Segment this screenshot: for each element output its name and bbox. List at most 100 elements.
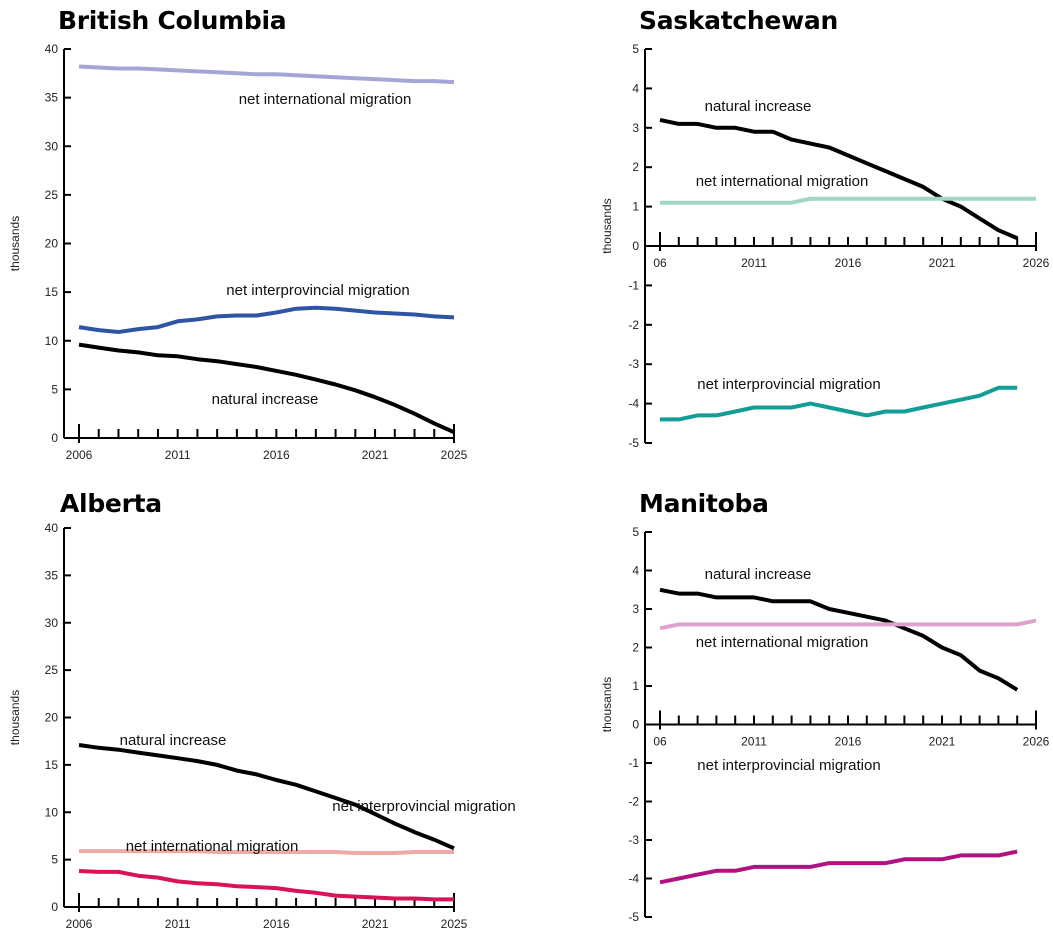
x-tick-label: 2016: [263, 448, 290, 462]
series-label-natural-increase: natural increase: [212, 391, 319, 408]
series-line-net-interprovincial-migration: [659, 849, 1018, 885]
y-tick-label: 15: [45, 758, 59, 772]
y-tick-label: -3: [628, 357, 639, 371]
y-tick-label: 40: [45, 42, 59, 56]
series-label-net-interprovincial-migration: net interprovincial migration: [332, 798, 515, 815]
x-tick-label: 2011: [165, 917, 191, 931]
x-tick-label: 2016: [835, 256, 862, 270]
x-tick-label: 2025: [441, 917, 468, 931]
chart-panel-british-columbia: British Columbia 0 5 10 15 20 25 30 35 40 thousan…: [0, 0, 526, 475]
y-tick-label: 30: [45, 616, 59, 630]
y-tick-label: 2: [632, 160, 639, 174]
y-tick-label: 4: [632, 81, 639, 95]
x-tick-label: 2011: [741, 735, 767, 749]
y-tick-label: 2: [632, 641, 639, 655]
series-line-net-international-migration: [659, 618, 1037, 631]
y-tick-label: -4: [628, 872, 639, 886]
y-axis-label: thousands: [8, 690, 22, 745]
y-tick-label: 35: [45, 91, 59, 105]
y-tick-label: 0: [51, 900, 58, 914]
x-tick-label: 2016: [263, 917, 290, 931]
series-label-net-international-migration: net international migration: [696, 634, 869, 651]
series-line-net-international-migration: [78, 64, 455, 85]
y-tick-label: 35: [45, 568, 59, 582]
y-tick-label: 30: [45, 139, 59, 153]
y-tick-label: 1: [632, 200, 639, 214]
series-line-net-international-migration: [660, 196, 1036, 205]
y-tick-label: -5: [628, 910, 639, 924]
series-line-net-interprovincial-migration: [78, 869, 454, 902]
y-tick-label: 5: [632, 42, 639, 56]
series-label-net-international-migration: net international migration: [126, 838, 299, 855]
series-label-natural-increase: natural increase: [705, 98, 812, 115]
y-tick-label: 3: [632, 121, 639, 135]
series-label-net-interprovincial-migration: net interprovincial migration: [697, 757, 880, 774]
y-tick-label: -5: [628, 436, 639, 450]
y-tick-label: 15: [45, 285, 59, 299]
x-tick-label: 2021: [929, 256, 956, 270]
y-tick-label: 10: [45, 334, 59, 348]
series-label-net-international-migration: net international migration: [239, 91, 412, 108]
y-axis-label: thousands: [600, 677, 614, 732]
chart-svg: -5 -4 -3 -2 -1 0 1 2 3 4 5 thousands 06 2011 2016 2021 2…: [600, 525, 1050, 924]
x-tick-label: 2006: [66, 917, 93, 931]
x-tick-label: 2011: [741, 256, 767, 270]
chart-title: British Columbia: [58, 6, 287, 35]
chart-panel-saskatchewan: Saskatchewan -5 -4 -3 -2 -1 0 1 2 3 4 5 thousands 06…: [526, 0, 1053, 475]
chart-title: Manitoba: [639, 489, 769, 518]
y-tick-label: 25: [45, 188, 59, 202]
chart-panel-alberta: Alberta 0 5 10 15 20 25 30 35 40 thousands 2006 201…: [0, 475, 526, 950]
x-tick-label: 2016: [835, 735, 862, 749]
x-tick-label: 2026: [1023, 256, 1050, 270]
y-tick-label: 40: [45, 521, 59, 535]
chart-panel-manitoba: Manitoba -5 -4 -3 -2 -1 0 1 2 3 4 5 thousands 06 2011…: [526, 475, 1053, 950]
series-line-natural-increase: [659, 117, 1018, 240]
series-label-natural-increase: natural increase: [705, 566, 812, 583]
y-tick-label: 1: [632, 679, 639, 693]
y-tick-label: -2: [628, 795, 639, 809]
y-tick-label: 10: [45, 805, 59, 819]
y-tick-label: -2: [628, 318, 639, 332]
y-tick-label: -4: [628, 397, 639, 411]
chart-title: Saskatchewan: [639, 6, 838, 35]
y-tick-label: -3: [628, 833, 639, 847]
y-axis-label: thousands: [8, 216, 22, 271]
series-line-net-international-migration: [79, 849, 454, 855]
x-tick-label: 2011: [165, 448, 191, 462]
y-tick-label: 4: [632, 564, 639, 578]
x-tick-label: 06: [653, 256, 667, 270]
x-tick-label: 06: [653, 735, 667, 749]
y-tick-label: 3: [632, 602, 639, 616]
x-tick-label: 2021: [362, 917, 389, 931]
series-line-natural-increase: [78, 342, 455, 435]
y-tick-label: 5: [51, 853, 58, 867]
series-label-net-interprovincial-migration: net interprovincial migration: [697, 376, 880, 393]
series-line-natural-increase: [78, 743, 455, 851]
x-tick-label: 2021: [929, 735, 956, 749]
y-tick-label: 20: [45, 711, 59, 725]
y-tick-label: 5: [51, 382, 58, 396]
y-tick-label: 0: [51, 431, 58, 445]
chart-title: Alberta: [60, 489, 162, 518]
y-axis-label: thousands: [600, 198, 614, 253]
series-label-natural-increase: natural increase: [120, 732, 227, 749]
x-tick-label: 2021: [362, 448, 389, 462]
series-line-net-interprovincial-migration: [78, 305, 455, 334]
y-tick-label: 25: [45, 663, 59, 677]
y-tick-label: 5: [632, 525, 639, 539]
x-tick-label: 2026: [1023, 735, 1050, 749]
y-tick-label: 20: [45, 237, 59, 251]
y-tick-label: 0: [632, 718, 639, 732]
chart-svg: -5 -4 -3 -2 -1 0 1 2 3 4 5 thousands 06 2011 2016 2021 2…: [600, 42, 1050, 450]
x-tick-label: 2025: [441, 448, 468, 462]
series-line-natural-increase: [659, 587, 1019, 692]
y-tick-label: 0: [632, 239, 639, 253]
series-label-net-international-migration: net international migration: [696, 173, 869, 190]
y-tick-label: -1: [628, 278, 639, 292]
x-tick-label: 2006: [66, 448, 93, 462]
series-line-net-interprovincial-migration: [660, 385, 1018, 422]
series-label-net-interprovincial-migration: net interprovincial migration: [226, 282, 409, 299]
y-tick-label: -1: [628, 756, 639, 770]
